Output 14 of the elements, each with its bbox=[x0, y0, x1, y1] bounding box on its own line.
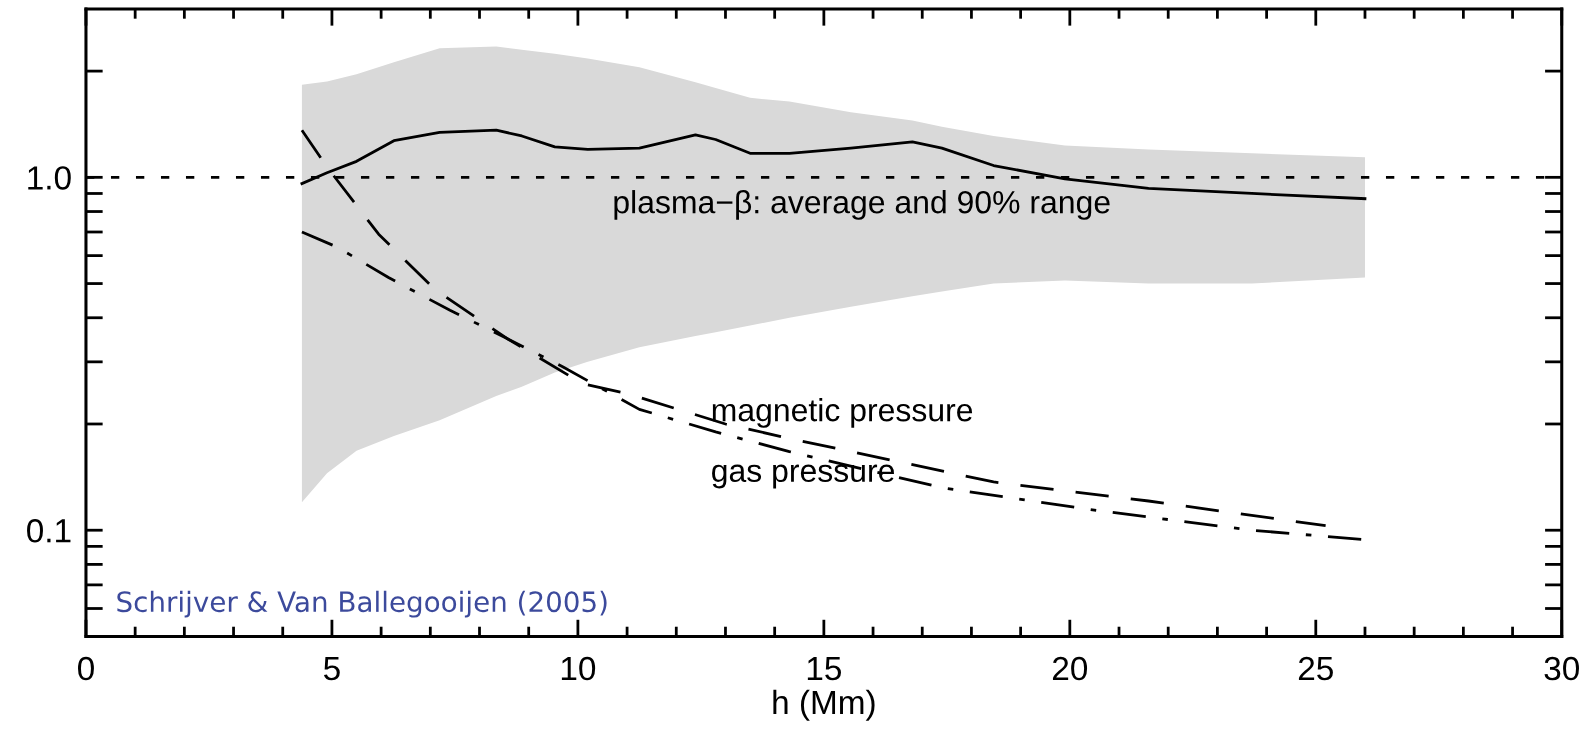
x-tick-label: 10 bbox=[561, 656, 596, 681]
y-tick-label: 1.0 bbox=[28, 166, 71, 190]
x-tick-label: 5 bbox=[324, 657, 340, 681]
x-tick-label: 30 bbox=[1544, 656, 1579, 681]
x-tick-label: 15 bbox=[807, 657, 841, 681]
x-tick-label: 25 bbox=[1298, 656, 1333, 681]
x-tick-label: 0 bbox=[78, 656, 94, 681]
annotation: Schrijver & Van Ballegooijen (2005) bbox=[117, 590, 607, 618]
series-label: plasma−β: average and 90% range bbox=[614, 190, 1110, 220]
x-axis-title: h (Mm) bbox=[773, 689, 875, 721]
y-tick-label: 0.1 bbox=[27, 519, 71, 543]
series-label: magnetic pressure bbox=[712, 397, 973, 428]
x-tick-label: 20 bbox=[1052, 656, 1088, 681]
series-label: gas pressure bbox=[712, 464, 894, 489]
